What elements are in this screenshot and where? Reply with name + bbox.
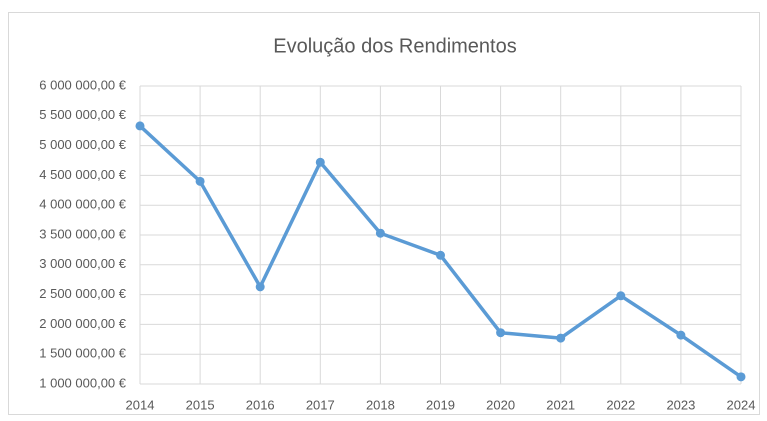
y-tick-label: 6 000 000,00 €: [39, 77, 127, 92]
y-tick-label: 4 500 000,00 €: [39, 167, 127, 182]
x-tick-label: 2021: [546, 397, 575, 412]
point: [676, 330, 686, 340]
point: [255, 282, 265, 292]
x-tick-label: 2024: [727, 397, 756, 412]
point: [556, 333, 566, 343]
x-tick-label: 2017: [306, 397, 335, 412]
point: [315, 157, 325, 167]
point: [736, 372, 746, 382]
x-tick-label: 2020: [486, 397, 515, 412]
y-tick-label: 2 000 000,00 €: [39, 316, 127, 331]
y-tick-label: 1 000 000,00 €: [39, 375, 127, 390]
point: [496, 328, 506, 338]
x-tick-label: 2014: [126, 397, 155, 412]
x-tick-label: 2022: [606, 397, 635, 412]
x-tick-label: 2019: [426, 397, 455, 412]
point: [375, 228, 385, 238]
x-tick-label: 2016: [246, 397, 275, 412]
y-tick-label: 2 500 000,00 €: [39, 286, 127, 301]
point: [436, 250, 445, 260]
x-tick-label: 2018: [366, 397, 395, 412]
y-tick-label: 5 500 000,00 €: [39, 107, 127, 122]
x-tick-label: 2023: [666, 397, 695, 412]
point: [195, 176, 205, 186]
y-tick-label: 3 500 000,00 €: [39, 226, 127, 241]
y-tick-label: 4 000 000,00 €: [39, 197, 127, 212]
y-tick-label: 3 000 000,00 €: [39, 256, 127, 271]
chart-border: [8, 12, 760, 415]
point: [616, 291, 626, 301]
y-tick-label: 1 500 000,00 €: [39, 346, 127, 361]
chart-title: Evolução dos Rendimentos: [273, 35, 516, 57]
y-tick-label: 5 000 000,00 €: [39, 137, 127, 152]
x-tick-label: 2015: [186, 397, 215, 412]
point: [135, 121, 145, 131]
